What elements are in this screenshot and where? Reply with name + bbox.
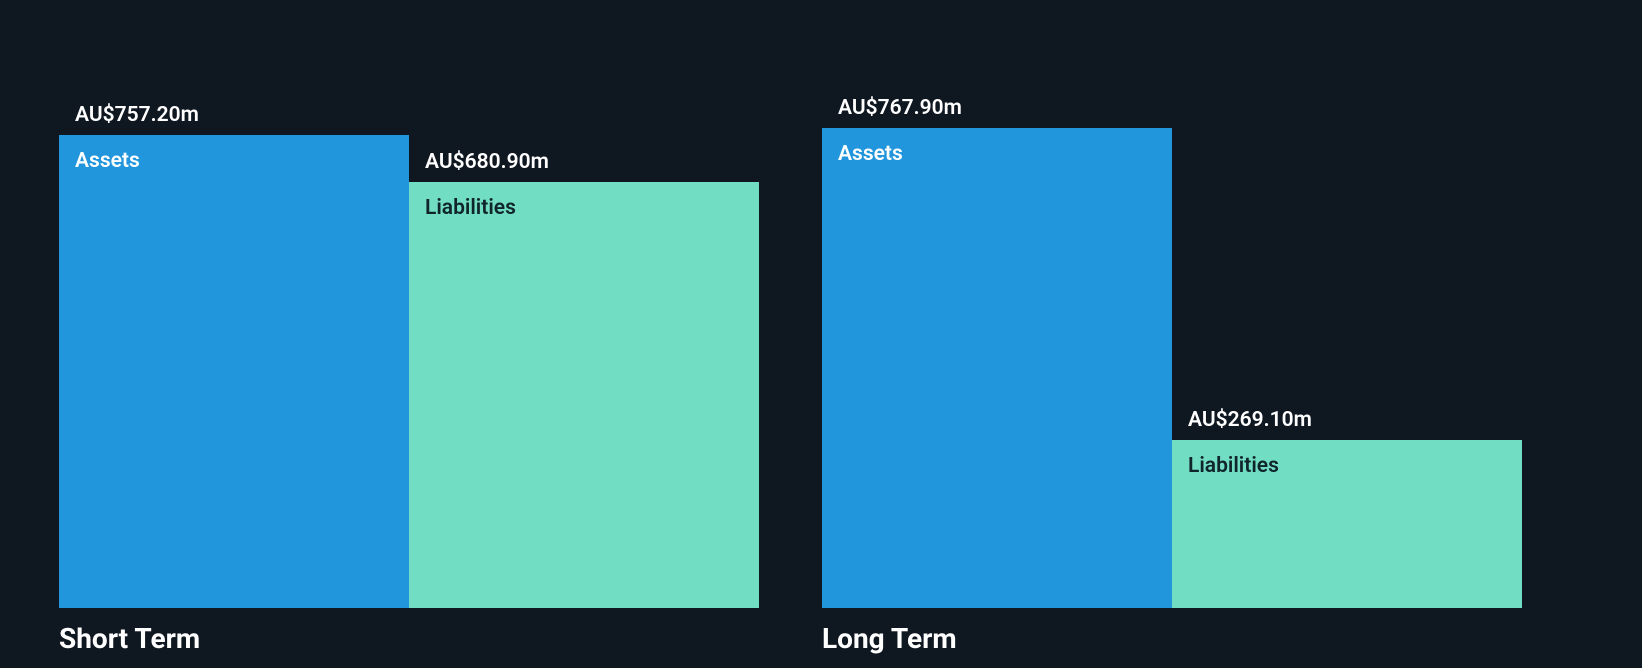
value-label-assets: AU$757.20m — [75, 103, 199, 127]
plot-area: AssetsAU$767.90mLiabilitiesAU$269.10m — [822, 128, 1522, 608]
series-label-liabilities: Liabilities — [425, 196, 516, 220]
bar-assets: Assets — [822, 128, 1172, 608]
plot-area: AssetsAU$757.20mLiabilitiesAU$680.90m — [59, 128, 759, 608]
group-0: AssetsAU$757.20mLiabilitiesAU$680.90mSho… — [59, 128, 759, 608]
bar-assets: Assets — [59, 135, 409, 608]
series-label-liabilities: Liabilities — [1188, 454, 1279, 478]
group-title: Short Term — [59, 622, 200, 655]
series-label-assets: Assets — [838, 142, 903, 166]
group-title: Long Term — [822, 622, 957, 655]
bar-liabilities: Liabilities — [409, 182, 759, 608]
group-1: AssetsAU$767.90mLiabilitiesAU$269.10mLon… — [822, 128, 1522, 608]
value-label-assets: AU$767.90m — [838, 96, 962, 120]
value-label-liabilities: AU$680.90m — [425, 150, 549, 174]
chart-root: Assets AU$757.20m Liabilities AU$680.90m Sho… — [0, 0, 1642, 668]
value-label-liabilities: AU$269.10m — [1188, 408, 1312, 432]
series-label-assets: Assets — [75, 149, 140, 173]
bar-liabilities: Liabilities — [1172, 440, 1522, 608]
